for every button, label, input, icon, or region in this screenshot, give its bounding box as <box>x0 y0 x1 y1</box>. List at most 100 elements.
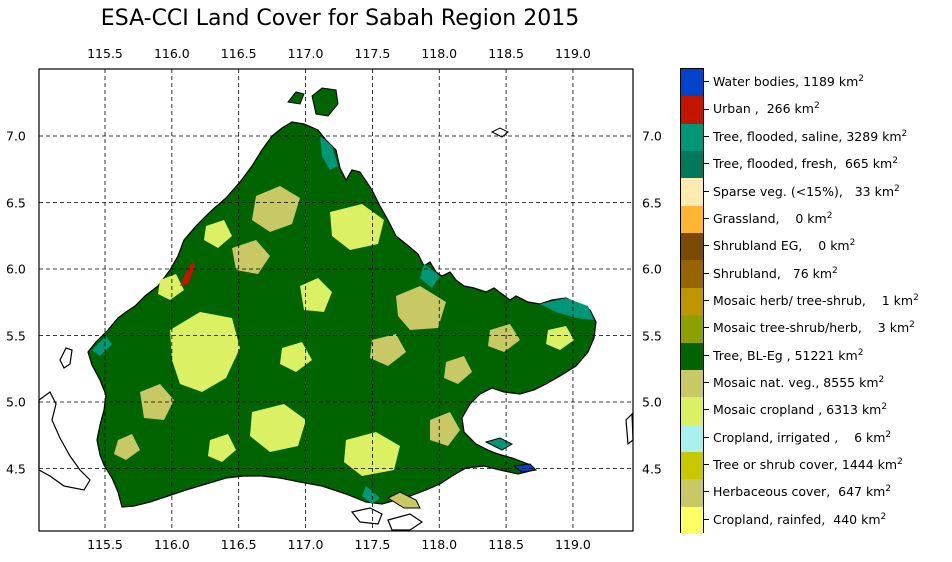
legend-unit-exponent: 2 <box>892 156 898 167</box>
latitude-tick-label-right: 6.5 <box>642 195 662 210</box>
legend-swatch <box>681 178 703 207</box>
legend-unit-exponent: 2 <box>885 429 892 440</box>
legend-tick <box>704 327 709 329</box>
legend-unit-exponent: 2 <box>857 347 864 358</box>
legend-item: Tree, BL-Eg , 51221 km2 <box>704 342 863 368</box>
legend-unit-exponent: 2 <box>909 320 915 331</box>
latitude-tick-label-right: 7.0 <box>642 128 662 144</box>
longitude-tick-label-top: 117.5 <box>354 46 391 61</box>
longitude-tick-label-bottom: 118.5 <box>488 537 524 552</box>
legend-colorbar <box>680 68 704 535</box>
latitude-tick-label-right: 6.0 <box>642 261 662 277</box>
legend-tick <box>704 409 709 411</box>
legend-label: Shrubland, 76 km2 <box>713 265 838 281</box>
legend-label: Water bodies, 1189 km2 <box>713 74 864 90</box>
latitude-tick-label-left: 7.0 <box>6 128 26 144</box>
longitude-tick-label-top: 119.0 <box>555 46 591 61</box>
legend-swatch <box>681 233 703 261</box>
legend-label: Tree, flooded, fresh, 665 km2 <box>713 156 898 172</box>
legend-tick <box>704 464 709 466</box>
legend-item: Tree or shrub cover, 1444 km2 <box>704 452 903 478</box>
longitude-tick-label-bottom: 119.0 <box>555 537 591 552</box>
legend-item: Urban , 266 km2 <box>704 96 820 122</box>
legend-item: Herbaceous cover, 647 km2 <box>704 479 891 505</box>
legend-label: Mosaic herb/ tree-shrub, 1 km2 <box>713 292 919 309</box>
legend-swatch <box>681 397 703 426</box>
legend-swatch <box>681 506 703 535</box>
urban-areas <box>180 262 195 286</box>
legend-unit-exponent: 2 <box>878 374 885 385</box>
legend-label: Mosaic nat. veg., 8555 km2 <box>713 374 885 391</box>
legend-tick <box>704 245 709 247</box>
legend-swatch <box>681 96 703 125</box>
legend-unit-exponent: 2 <box>858 74 864 85</box>
latitude-tick-label-right: 4.5 <box>642 461 662 476</box>
legend-label: Tree, BL-Eg , 51221 km2 <box>713 347 864 363</box>
longitude-tick-label-bottom: 118.0 <box>421 537 458 552</box>
longitude-tick-label-bottom: 116.5 <box>220 537 257 552</box>
legend-unit-exponent: 2 <box>897 457 903 468</box>
longitude-tick-label-bottom: 115.5 <box>87 537 123 552</box>
legend-unit-exponent: 2 <box>813 101 820 112</box>
longitude-tick-label-top: 116.5 <box>220 46 257 61</box>
legend-label: Urban , 266 km2 <box>713 101 820 117</box>
latitude-tick-label-left: 6.0 <box>6 261 26 277</box>
legend-tick <box>704 300 709 301</box>
legend-item: Water bodies, 1189 km2 <box>704 69 864 95</box>
longitude-tick-label-bottom: 117.0 <box>287 537 324 552</box>
legend-tick <box>704 190 709 192</box>
legend-swatch <box>681 151 703 179</box>
legend-item: Tree, flooded, fresh, 665 km2 <box>704 151 898 177</box>
legend-label: Sparse veg. (<15%), 33 km2 <box>713 183 900 199</box>
legend-unit-exponent: 2 <box>881 402 888 413</box>
legend-tick <box>704 436 709 438</box>
legend-item: Mosaic nat. veg., 8555 km2 <box>704 370 884 396</box>
legend-label: Mosaic cropland , 6313 km2 <box>713 402 888 418</box>
legend-swatch <box>681 342 703 371</box>
legend-item: Grassland, 0 km2 <box>704 205 832 231</box>
legend-unit-exponent: 2 <box>913 292 919 303</box>
legend-unit-exponent: 2 <box>849 238 856 249</box>
legend-label: Tree or shrub cover, 1444 km2 <box>713 457 903 473</box>
latitude-tick-label-left: 4.5 <box>6 461 26 476</box>
legend-label: Tree, flooded, saline, 3289 km2 <box>713 128 908 144</box>
flooded-saline-coast <box>92 136 594 504</box>
legend-swatch <box>681 424 703 453</box>
legend-swatch <box>681 205 703 234</box>
legend-tick <box>704 491 709 493</box>
legend-label: Herbaceous cover, 647 km2 <box>713 484 892 500</box>
legend-item: Tree, flooded, saline, 3289 km2 <box>704 123 907 149</box>
legend-item: Sparse veg. (<15%), 33 km2 <box>704 178 900 204</box>
land-cover-patches <box>114 186 574 476</box>
latitude-tick-label-left: 6.5 <box>6 195 26 210</box>
islands <box>287 87 538 509</box>
legend-tick <box>704 354 709 356</box>
legend-unit-exponent: 2 <box>832 265 838 276</box>
legend-tick <box>704 81 709 83</box>
latitude-tick-label-left: 5.5 <box>6 328 26 343</box>
legend-unit-exponent: 2 <box>894 183 900 194</box>
legend-tick <box>704 163 709 165</box>
legend-swatch <box>681 369 703 398</box>
legend-item: Shrubland, 76 km2 <box>704 260 838 286</box>
legend-label: Cropland, rainfed, 440 km2 <box>713 511 887 527</box>
legend-swatch <box>681 451 703 480</box>
legend-swatch <box>681 260 703 289</box>
legend-item: Cropland, rainfed, 440 km2 <box>704 506 886 532</box>
graticule <box>39 69 633 531</box>
map-title: ESA-CCI Land Cover for Sabah Region 2015 <box>100 6 580 31</box>
legend-item: Mosaic cropland , 6313 km2 <box>704 397 887 423</box>
longitude-tick-label-top: 115.5 <box>87 46 123 61</box>
legend-label: Shrubland EG, 0 km2 <box>713 238 856 254</box>
latitude-tick-label-right: 5.0 <box>642 394 662 410</box>
legend-tick <box>704 518 709 520</box>
legend-label: Cropland, irrigated , 6 km2 <box>713 429 892 445</box>
legend-item: Mosaic herb/ tree-shrub, 1 km2 <box>704 288 919 314</box>
legend-unit-exponent: 2 <box>885 484 892 495</box>
latitude-tick-label-left: 5.0 <box>6 394 26 410</box>
sabah-landmass <box>87 121 597 508</box>
legend-unit-exponent: 2 <box>826 210 833 221</box>
legend-label: Grassland, 0 km2 <box>713 210 833 227</box>
longitude-tick-label-top: 116.0 <box>153 46 190 61</box>
